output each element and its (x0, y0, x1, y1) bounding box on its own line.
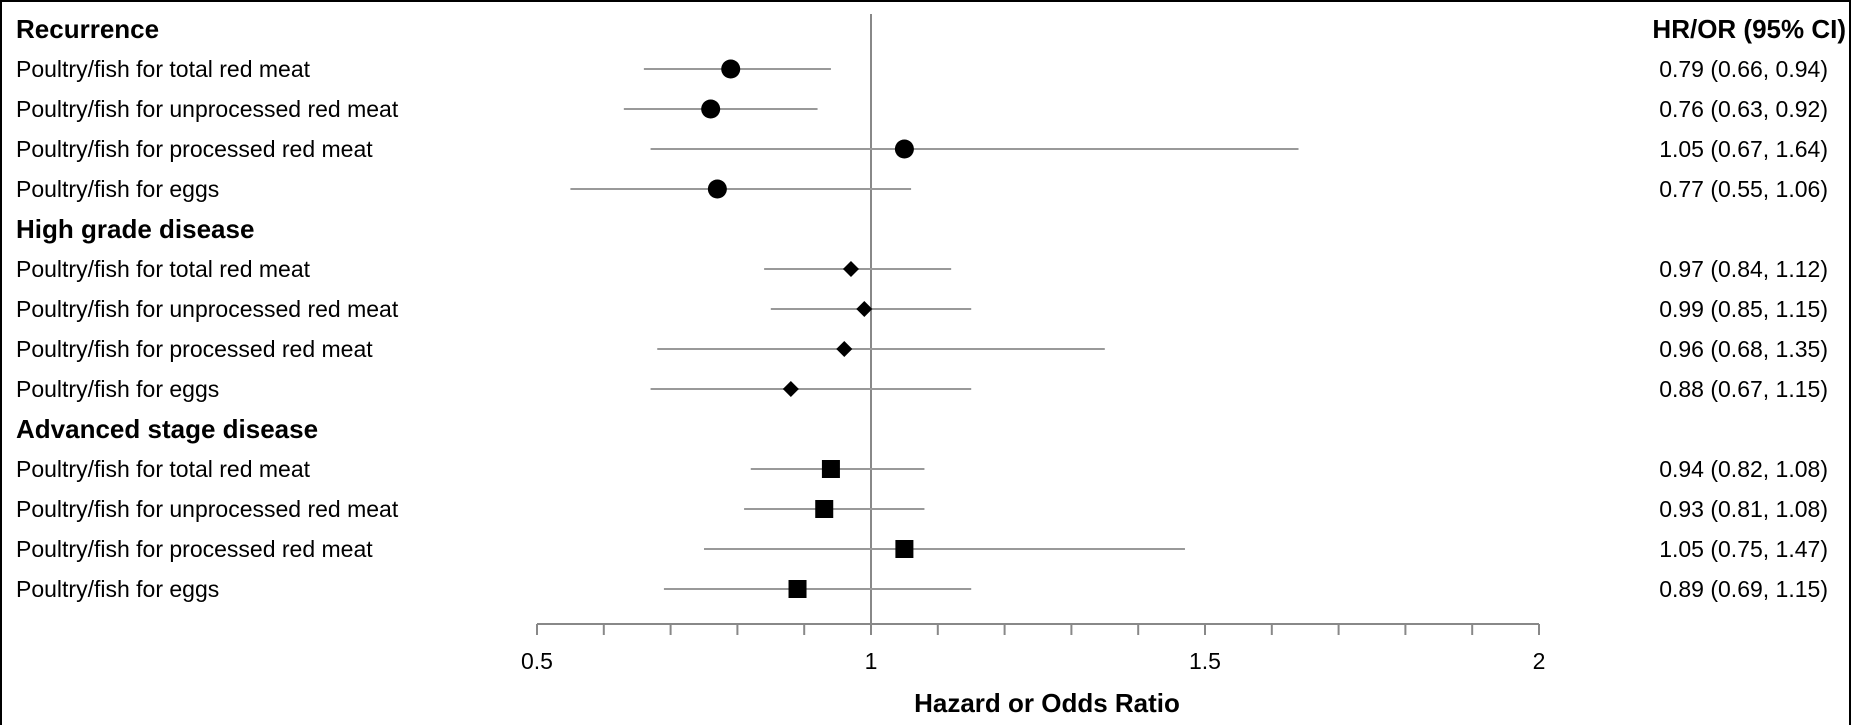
row-label: Poultry/fish for total red meat (16, 56, 311, 82)
ci-value: 0.79 (0.66, 0.94) (1659, 56, 1828, 82)
ci-value: 0.88 (0.67, 1.15) (1659, 376, 1828, 402)
row-label: Poultry/fish for eggs (16, 176, 219, 202)
x-axis: 0.5 1 1.5 2 (521, 623, 1546, 674)
point-estimate-square (815, 500, 834, 518)
point-estimate-diamond (836, 341, 853, 357)
ci-value: 1.05 (0.75, 1.47) (1659, 536, 1828, 562)
row-label: Poultry/fish for processed red meat (16, 536, 373, 562)
ci-value: 0.99 (0.85, 1.15) (1659, 296, 1828, 322)
row-label: Poultry/fish for eggs (16, 576, 219, 602)
point-estimate-square (788, 580, 807, 598)
x-tick-label: 1 (865, 648, 878, 674)
ci-value: 1.05 (0.67, 1.64) (1659, 136, 1828, 162)
point-estimate-circle (707, 179, 727, 199)
point-estimate-diamond (782, 381, 799, 397)
ci-value: 0.76 (0.63, 0.92) (1659, 96, 1828, 122)
point-estimate-circle (701, 99, 721, 119)
row-label: Poultry/fish for total red meat (16, 256, 311, 282)
row-label: Poultry/fish for eggs (16, 376, 219, 402)
ci-value: 0.77 (0.55, 1.06) (1659, 176, 1828, 202)
x-tick-label: 2 (1533, 648, 1546, 674)
row-label: Poultry/fish for unprocessed red meat (16, 96, 399, 122)
x-tick-label: 0.5 (521, 648, 553, 674)
point-estimate-circle (721, 59, 741, 79)
point-estimate-circle (894, 139, 914, 159)
row-label: Poultry/fish for total red meat (16, 456, 311, 482)
row-label: Poultry/fish for unprocessed red meat (16, 496, 399, 522)
group-label-0: Recurrence (16, 14, 159, 44)
point-estimate-diamond (842, 261, 859, 277)
group-label-1: High grade disease (16, 214, 254, 244)
rows-layer: Recurrence Poultry/fish for total red mea… (16, 14, 1828, 624)
ci-value: 0.96 (0.68, 1.35) (1659, 336, 1828, 362)
ci-column-header: HR/OR (95% CI) (1652, 14, 1846, 44)
x-axis-title: Hazard or Odds Ratio (914, 688, 1180, 718)
ci-value: 0.89 (0.69, 1.15) (1659, 576, 1828, 602)
group-label-2: Advanced stage disease (16, 414, 318, 444)
row-label: Poultry/fish for unprocessed red meat (16, 296, 399, 322)
row-label: Poultry/fish for processed red meat (16, 136, 373, 162)
point-estimate-square (895, 540, 914, 558)
x-tick-label: 1.5 (1189, 648, 1221, 674)
ci-value: 0.94 (0.82, 1.08) (1659, 456, 1828, 482)
point-estimate-diamond (856, 301, 873, 317)
ci-value: 0.97 (0.84, 1.12) (1659, 256, 1828, 282)
point-estimate-square (821, 460, 840, 478)
ci-value: 0.93 (0.81, 1.08) (1659, 496, 1828, 522)
row-label: Poultry/fish for processed red meat (16, 336, 373, 362)
